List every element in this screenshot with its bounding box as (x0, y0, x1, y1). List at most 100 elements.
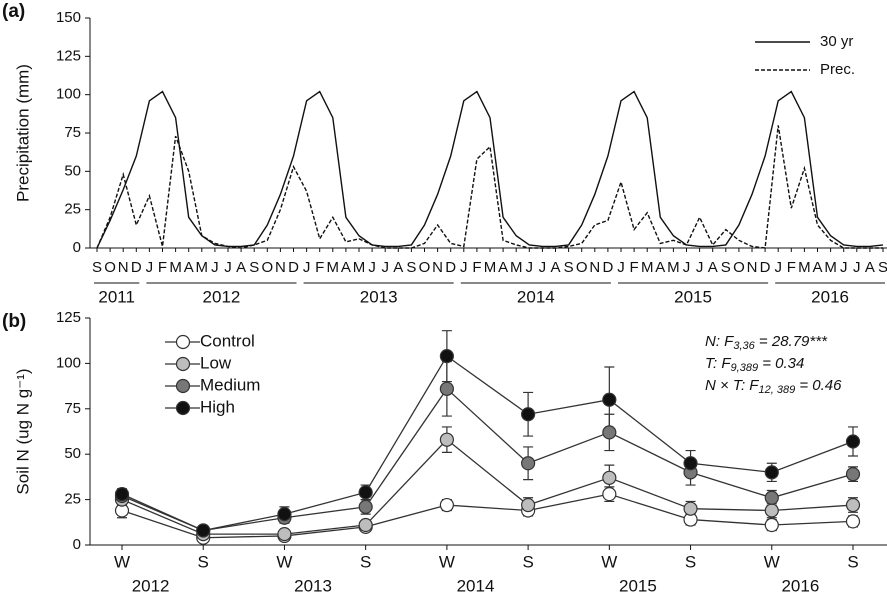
x-tick-label: M (798, 259, 811, 276)
annotation: T: F9,389 = 0.34 (705, 355, 804, 374)
marker (602, 470, 617, 485)
annotation-part: 3,36 (733, 340, 755, 352)
x-tick-label: S (406, 259, 416, 276)
x-tick-label: O (419, 259, 431, 276)
marker (521, 497, 536, 513)
marker (358, 485, 373, 500)
x-tick-label: M (327, 259, 340, 276)
year-label: 2015 (619, 576, 657, 595)
x-tick-label: J (683, 259, 691, 276)
marker (521, 456, 536, 471)
x-tick-label: J (774, 259, 782, 276)
marker (439, 349, 454, 364)
x-tick-label: J (840, 259, 848, 276)
x-tick-label: J (696, 259, 704, 276)
x-tick-label: J (381, 259, 389, 276)
x-tick-label: N (589, 259, 600, 276)
marker (521, 407, 536, 422)
x-tick-label: A (184, 259, 194, 276)
x-tick-label: S (360, 552, 371, 571)
year-label: 2016 (811, 287, 849, 306)
x-tick-label: D (760, 259, 771, 276)
x-tick-label: N (118, 259, 129, 276)
x-tick-label: S (522, 552, 533, 571)
x-tick-label: S (847, 552, 858, 571)
marker (602, 392, 617, 407)
x-tick-label: A (865, 259, 875, 276)
marker (845, 497, 861, 513)
legend-label: Prec. (820, 61, 855, 78)
x-tick-label: A (341, 259, 351, 276)
x-tick-label: M (667, 259, 680, 276)
x-tick-label: A (236, 259, 246, 276)
y-axis-label: Precipitation (mm) (13, 64, 32, 202)
x-tick-label: F (787, 259, 796, 276)
legend-label: Medium (200, 375, 260, 394)
panel-label: (b) (2, 311, 26, 332)
annotation-part: T: F (705, 355, 731, 372)
marker (764, 503, 779, 518)
y-tick-label: 150 (56, 9, 81, 26)
panel-label: (a) (2, 1, 25, 22)
annotation: N × T: F12, 389 = 0.46 (705, 377, 842, 396)
marker (358, 499, 373, 514)
x-tick-label: A (393, 259, 403, 276)
x-tick-label: A (498, 259, 508, 276)
x-tick-label: S (198, 552, 209, 571)
year-label: 2014 (457, 576, 495, 595)
x-tick-label: J (460, 259, 468, 276)
y-tick-label: 75 (64, 124, 81, 141)
y-tick-label: 125 (56, 309, 81, 326)
x-tick-label: O (261, 259, 273, 276)
x-tick-label: O (576, 259, 588, 276)
year-label: 2016 (781, 576, 819, 595)
y-tick-label: 125 (56, 47, 81, 64)
marker (277, 527, 292, 542)
x-tick-label: M (641, 259, 654, 276)
x-tick-label: W (439, 552, 455, 571)
x-tick-label: M (169, 259, 182, 276)
marker (764, 465, 779, 480)
x-tick-label: J (368, 259, 376, 276)
x-tick-label: A (812, 259, 822, 276)
x-tick-label: F (158, 259, 167, 276)
year-label: 2013 (294, 576, 332, 595)
x-tick-label: S (564, 259, 574, 276)
annotation-part: = 28.79*** (755, 333, 828, 350)
y-tick-label: 25 (64, 201, 81, 218)
x-tick-label: A (655, 259, 665, 276)
x-tick-label: S (92, 259, 102, 276)
x-tick-label: O (733, 259, 745, 276)
line (121, 438, 854, 535)
x-tick-label: M (196, 259, 209, 276)
annotation-part: 12, 389 (758, 384, 795, 396)
marker (683, 501, 698, 516)
line (121, 355, 854, 532)
legend-marker (175, 378, 191, 394)
annotation: N: F3,36 = 28.79*** (705, 333, 828, 352)
marker (845, 434, 861, 449)
x-tick-label: F (472, 259, 481, 276)
year-label: 2014 (517, 287, 555, 306)
x-tick-label: J (526, 259, 534, 276)
x-tick-label: J (303, 259, 311, 276)
marker (439, 381, 454, 396)
x-tick-label: M (484, 259, 497, 276)
marker (114, 487, 130, 502)
marker (845, 514, 861, 529)
marker (277, 507, 292, 522)
legend-label: 30 yr (820, 33, 853, 50)
x-tick-label: J (224, 259, 232, 276)
y-tick-label: 0 (73, 536, 81, 553)
marker (683, 456, 698, 471)
legend-label: Low (200, 353, 232, 372)
x-tick-label: J (617, 259, 625, 276)
x-tick-label: M (353, 259, 366, 276)
x-tick-label: D (602, 259, 613, 276)
annotation-part: N × T: F (705, 377, 759, 394)
year-label: 2012 (203, 287, 241, 306)
line (96, 125, 883, 249)
year-label: 2012 (132, 576, 170, 595)
legend-marker (175, 334, 191, 350)
